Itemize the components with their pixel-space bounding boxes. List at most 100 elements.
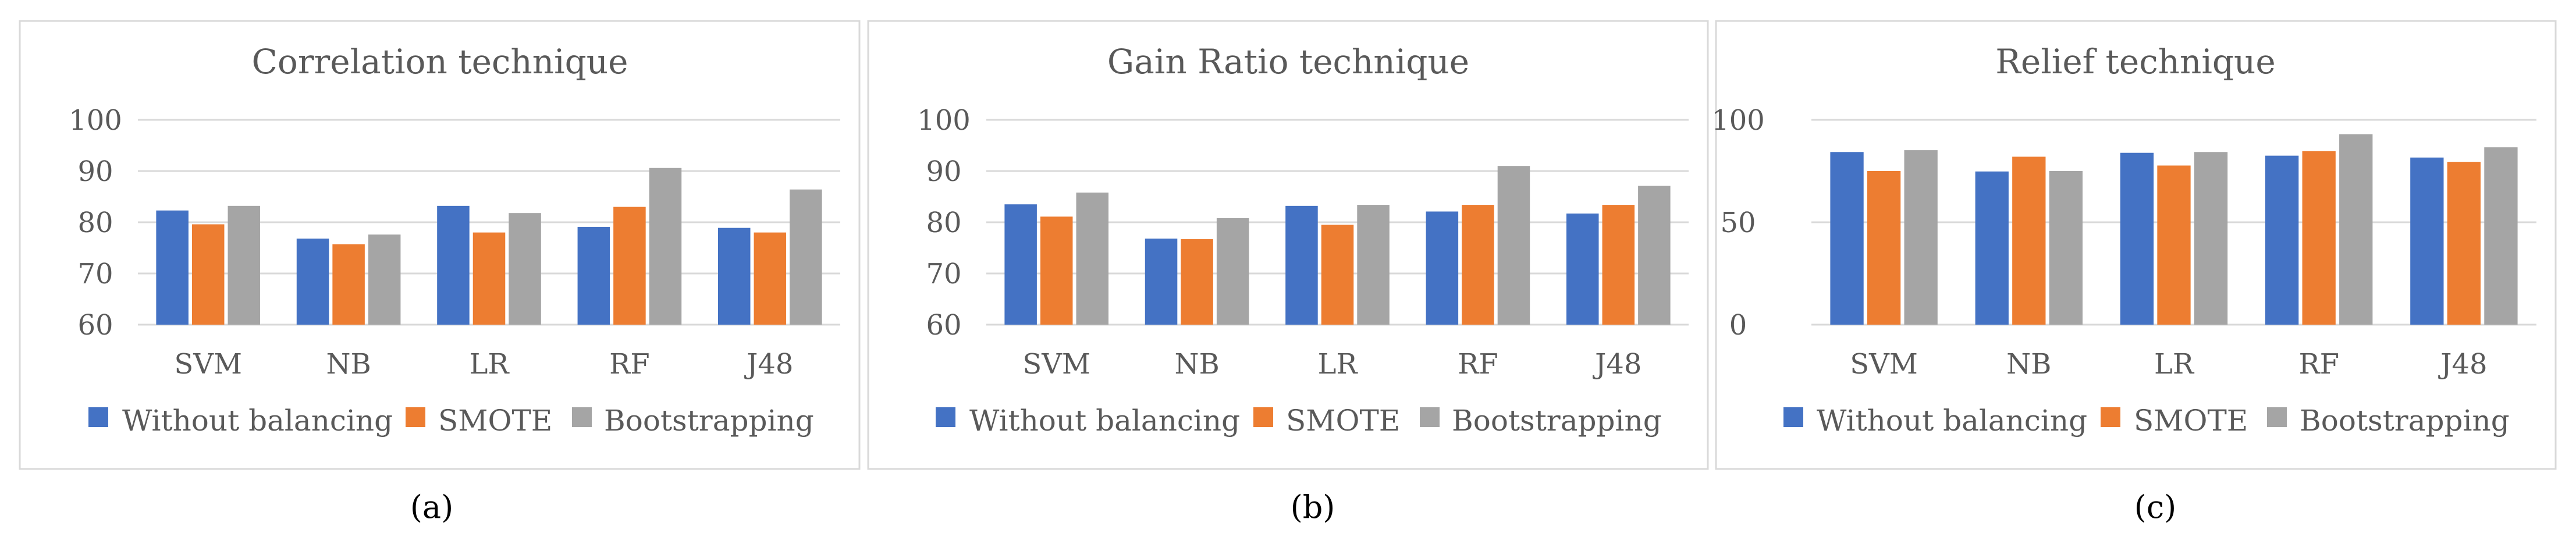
- legend-swatch-smote: [406, 407, 425, 427]
- y-tick-label: 90: [77, 155, 113, 188]
- bar-smote-nb: [2012, 157, 2046, 325]
- legend-swatch-bootstrapping: [572, 407, 592, 427]
- panel-caption: (a): [410, 489, 453, 525]
- y-tick-label: 60: [77, 309, 113, 342]
- y-tick-label: 80: [77, 207, 113, 239]
- plot-area: 60 70 80 90 100 SVM NB LR RF J48: [917, 104, 1689, 381]
- x-tick-label: SVM: [1850, 348, 1918, 381]
- y-tick-label: 70: [77, 258, 113, 290]
- x-tick-label: NB: [1174, 348, 1219, 381]
- x-tick-label: RF: [609, 348, 649, 381]
- legend-swatch-without-balancing: [88, 407, 108, 427]
- bar-without-balancing-nb: [1975, 171, 2009, 325]
- bar-without-balancing-svm: [1830, 152, 1864, 325]
- bar-bootstrapping-nb: [368, 234, 401, 325]
- legend-label-smote: SMOTE: [438, 404, 552, 438]
- bar-smote-nb: [1181, 239, 1213, 325]
- bar-bootstrapping-j48: [790, 189, 822, 325]
- bar-smote-j48: [2447, 162, 2481, 325]
- y-tick-label: 60: [926, 309, 961, 342]
- legend-label-bootstrapping: Bootstrapping: [604, 404, 814, 438]
- chart-title: Relief technique: [1995, 42, 2276, 81]
- legend-label-without-balancing: Without balancing: [1817, 404, 2087, 438]
- bar-smote-rf: [613, 207, 646, 325]
- bar-bootstrapping-j48: [1638, 186, 1671, 325]
- bar-smote-rf: [1462, 205, 1494, 325]
- bar-bootstrapping-rf: [649, 168, 682, 325]
- bar-bootstrapping-rf: [2339, 134, 2373, 325]
- legend-label-smote: SMOTE: [1286, 404, 1400, 438]
- bar-without-balancing-lr: [437, 205, 470, 325]
- x-tick-label: LR: [2154, 348, 2195, 381]
- bar-bootstrapping-rf: [1497, 166, 1530, 325]
- x-tick-label: NB: [2006, 348, 2051, 381]
- bar-bootstrapping-lr: [509, 213, 541, 325]
- bar-bootstrapping-svm: [1904, 150, 1938, 325]
- panel-caption: (b): [1291, 489, 1335, 525]
- chart-panel-relief: Relief technique 0 50 100 SVM NB LR RF J48 With…: [1711, 20, 2557, 525]
- y-tick-label: 70: [926, 258, 961, 290]
- legend-label-smote: SMOTE: [2134, 404, 2248, 438]
- bar-without-balancing-svm: [156, 210, 189, 325]
- x-tick-label: LR: [469, 348, 510, 381]
- legend-label-bootstrapping: Bootstrapping: [2300, 404, 2510, 438]
- legend-swatch-bootstrapping: [1420, 407, 1440, 427]
- bar-bootstrapping-lr: [2194, 152, 2228, 325]
- bar-without-balancing-lr: [1285, 205, 1318, 325]
- chart-title: Gain Ratio technique: [1107, 42, 1469, 81]
- bar-bootstrapping-nb: [1216, 218, 1249, 325]
- bar-without-balancing-rf: [577, 226, 610, 325]
- chart-title: Correlation technique: [252, 42, 628, 81]
- x-tick-label: J48: [2438, 348, 2487, 381]
- bar-bootstrapping-nb: [2049, 171, 2083, 325]
- panel-caption: (c): [2134, 489, 2176, 525]
- bar-without-balancing-lr: [2120, 152, 2154, 325]
- plot-area: 0 50 100 SVM NB LR RF J48: [1711, 104, 2536, 381]
- bar-smote-lr: [1321, 225, 1354, 325]
- y-tick-label: 100: [917, 104, 971, 137]
- x-tick-label: SVM: [174, 348, 242, 381]
- legend-swatch-smote: [1253, 407, 1273, 427]
- x-tick-label: J48: [744, 348, 793, 381]
- legend: Without balancing SMOTE Bootstrapping: [1783, 404, 2510, 438]
- bar-smote-svm: [1867, 171, 1901, 325]
- legend-swatch-without-balancing: [936, 407, 955, 427]
- bar-without-balancing-j48: [2410, 157, 2444, 325]
- bar-without-balancing-rf: [2265, 155, 2299, 325]
- bar-smote-j48: [754, 232, 787, 325]
- bar-bootstrapping-svm: [228, 205, 261, 325]
- bar-smote-rf: [2302, 151, 2336, 325]
- bar-without-balancing-j48: [1566, 214, 1599, 325]
- chart-panel-gain-ratio: Gain Ratio technique 60 70 80 90 100 SVM NB LR R…: [867, 20, 1709, 525]
- bar-smote-nb: [332, 244, 365, 325]
- bar-smote-j48: [1602, 205, 1635, 325]
- bar-smote-lr: [2157, 165, 2191, 325]
- y-tick-label: 80: [926, 207, 961, 239]
- bar-bootstrapping-svm: [1076, 192, 1109, 325]
- bar-bootstrapping-lr: [1357, 205, 1390, 325]
- x-tick-label: NB: [326, 348, 371, 381]
- y-tick-label: 0: [1729, 309, 1747, 342]
- x-tick-label: SVM: [1022, 348, 1090, 381]
- bar-without-balancing-svm: [1004, 204, 1037, 325]
- legend-swatch-without-balancing: [1783, 407, 1803, 427]
- x-tick-label: LR: [1317, 348, 1358, 381]
- bar-without-balancing-nb: [1145, 239, 1178, 325]
- bar-without-balancing-rf: [1426, 211, 1459, 325]
- legend-label-bootstrapping: Bootstrapping: [1452, 404, 1662, 438]
- legend: Without balancing SMOTE Bootstrapping: [936, 404, 1662, 438]
- x-tick-label: RF: [2298, 348, 2339, 381]
- legend-label-without-balancing: Without balancing: [969, 404, 1240, 438]
- bar-smote-svm: [191, 224, 225, 325]
- bar-smote-lr: [472, 232, 506, 325]
- x-tick-label: RF: [1458, 348, 1498, 381]
- legend: Without balancing SMOTE Bootstrapping: [88, 404, 814, 438]
- legend-swatch-bootstrapping: [2267, 407, 2287, 427]
- y-tick-label: 100: [69, 104, 122, 137]
- plot-area: 60 70 80 90 100 SVM NB LR RF J48: [69, 104, 840, 381]
- legend-label-without-balancing: Without balancing: [122, 404, 393, 438]
- y-tick-label: 90: [926, 155, 961, 188]
- bar-bootstrapping-j48: [2484, 147, 2518, 325]
- chart-panel-correlation: Correlation technique 60 70 80 90 100 SVM NB LR…: [19, 20, 861, 525]
